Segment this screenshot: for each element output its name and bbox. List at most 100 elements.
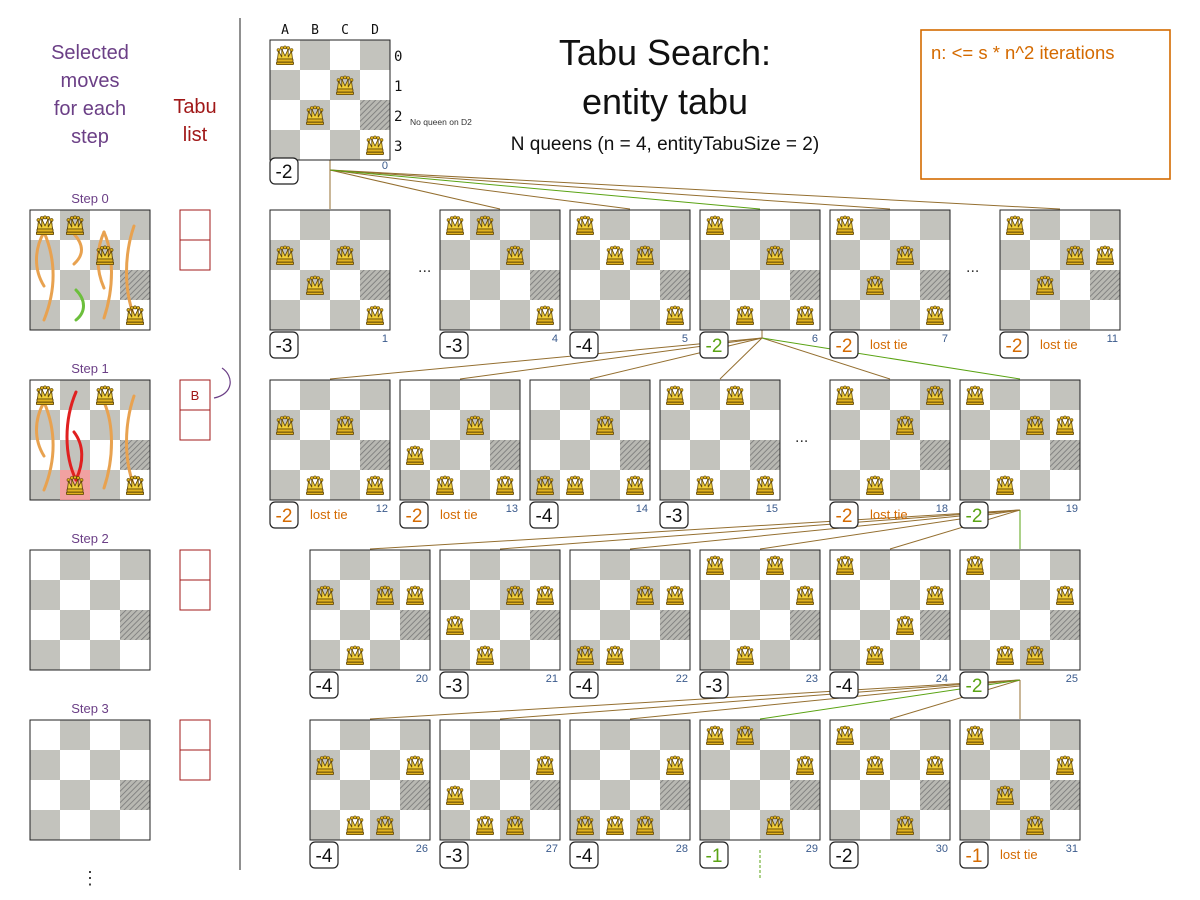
queen-icon [606, 246, 623, 265]
board-square [470, 210, 500, 240]
board-square [920, 810, 950, 840]
board-square [660, 550, 690, 580]
board-square [750, 410, 780, 440]
board-index: 20 [416, 673, 428, 685]
board-card: -1 29 [700, 720, 820, 868]
score-badge: -2 [830, 332, 858, 358]
board-square [360, 300, 390, 330]
queen-icon [796, 306, 813, 325]
board-square [830, 240, 860, 270]
chess-board [830, 210, 950, 330]
board-square [120, 410, 150, 440]
queen-icon [836, 386, 853, 405]
board-square [90, 580, 120, 610]
board-square [990, 780, 1020, 810]
board-square [270, 440, 300, 470]
queen-icon [596, 416, 613, 435]
queen-icon [336, 246, 353, 265]
blocked-square [530, 780, 560, 810]
blocked-square [920, 440, 950, 470]
board-square [460, 380, 490, 410]
connector-line [890, 680, 1020, 719]
score-badge: -2 [830, 842, 858, 868]
board-square [370, 750, 400, 780]
board-square [830, 410, 860, 440]
column-label: A [281, 23, 289, 38]
board-square [430, 440, 460, 470]
board-square [440, 270, 470, 300]
board-square [30, 810, 60, 840]
board-square [660, 380, 690, 410]
queen-icon [406, 586, 423, 605]
board-square [30, 580, 60, 610]
board-square [560, 440, 590, 470]
score-value: -2 [276, 162, 293, 183]
board-square [720, 440, 750, 470]
board-square [500, 300, 530, 330]
queen-icon [446, 216, 463, 235]
board-square [700, 610, 730, 640]
board-square [890, 410, 920, 440]
board-square [300, 470, 330, 500]
board-square [860, 610, 890, 640]
queen-icon [466, 416, 483, 435]
board-square [470, 810, 500, 840]
queen-icon [576, 216, 593, 235]
queen-icon [96, 246, 113, 265]
queen-icon [926, 386, 943, 405]
board-square [660, 240, 690, 270]
board-square [400, 720, 430, 750]
queen-icon [836, 216, 853, 235]
board-square [630, 720, 660, 750]
board-index: 11 [1107, 333, 1118, 345]
board-square [330, 380, 360, 410]
board-square [370, 780, 400, 810]
board-square [890, 720, 920, 750]
board-card: -2 12lost tie [270, 380, 390, 528]
queen-icon [376, 816, 393, 835]
score-value: -2 [836, 506, 853, 527]
board-square [860, 440, 890, 470]
score-value: -4 [576, 676, 593, 697]
board-square [340, 780, 370, 810]
board-square [570, 750, 600, 780]
board-square [1060, 210, 1090, 240]
board-square [570, 270, 600, 300]
lost-tie-label: lost tie [440, 507, 478, 522]
chess-board [700, 550, 820, 670]
board-square [90, 720, 120, 750]
board-square [360, 380, 390, 410]
board-square [830, 300, 860, 330]
board-square [340, 750, 370, 780]
chess-board [310, 550, 430, 670]
board-square [370, 720, 400, 750]
board-square [470, 720, 500, 750]
board-square [1020, 640, 1050, 670]
board-square [990, 720, 1020, 750]
board-square [560, 410, 590, 440]
board-square [1020, 410, 1050, 440]
board-square [570, 580, 600, 610]
board-square [270, 210, 300, 240]
queen-icon [316, 756, 333, 775]
board-square [990, 580, 1020, 610]
board-square [600, 720, 630, 750]
board-square [270, 130, 300, 160]
board-square [1030, 240, 1060, 270]
queen-icon [566, 476, 583, 495]
board-square [330, 100, 360, 130]
score-value: -3 [276, 336, 293, 357]
board-square [960, 640, 990, 670]
board-square [570, 810, 600, 840]
board-square [120, 640, 150, 670]
tabu-header-line: list [183, 124, 208, 146]
board-square [460, 470, 490, 500]
score-badge: -2 [270, 502, 298, 528]
blocked-square [920, 610, 950, 640]
queen-icon [736, 306, 753, 325]
board-square [630, 270, 660, 300]
blocked-square [120, 780, 150, 810]
board-index: 31 [1066, 843, 1078, 855]
board-square [30, 750, 60, 780]
chess-board [960, 720, 1080, 840]
